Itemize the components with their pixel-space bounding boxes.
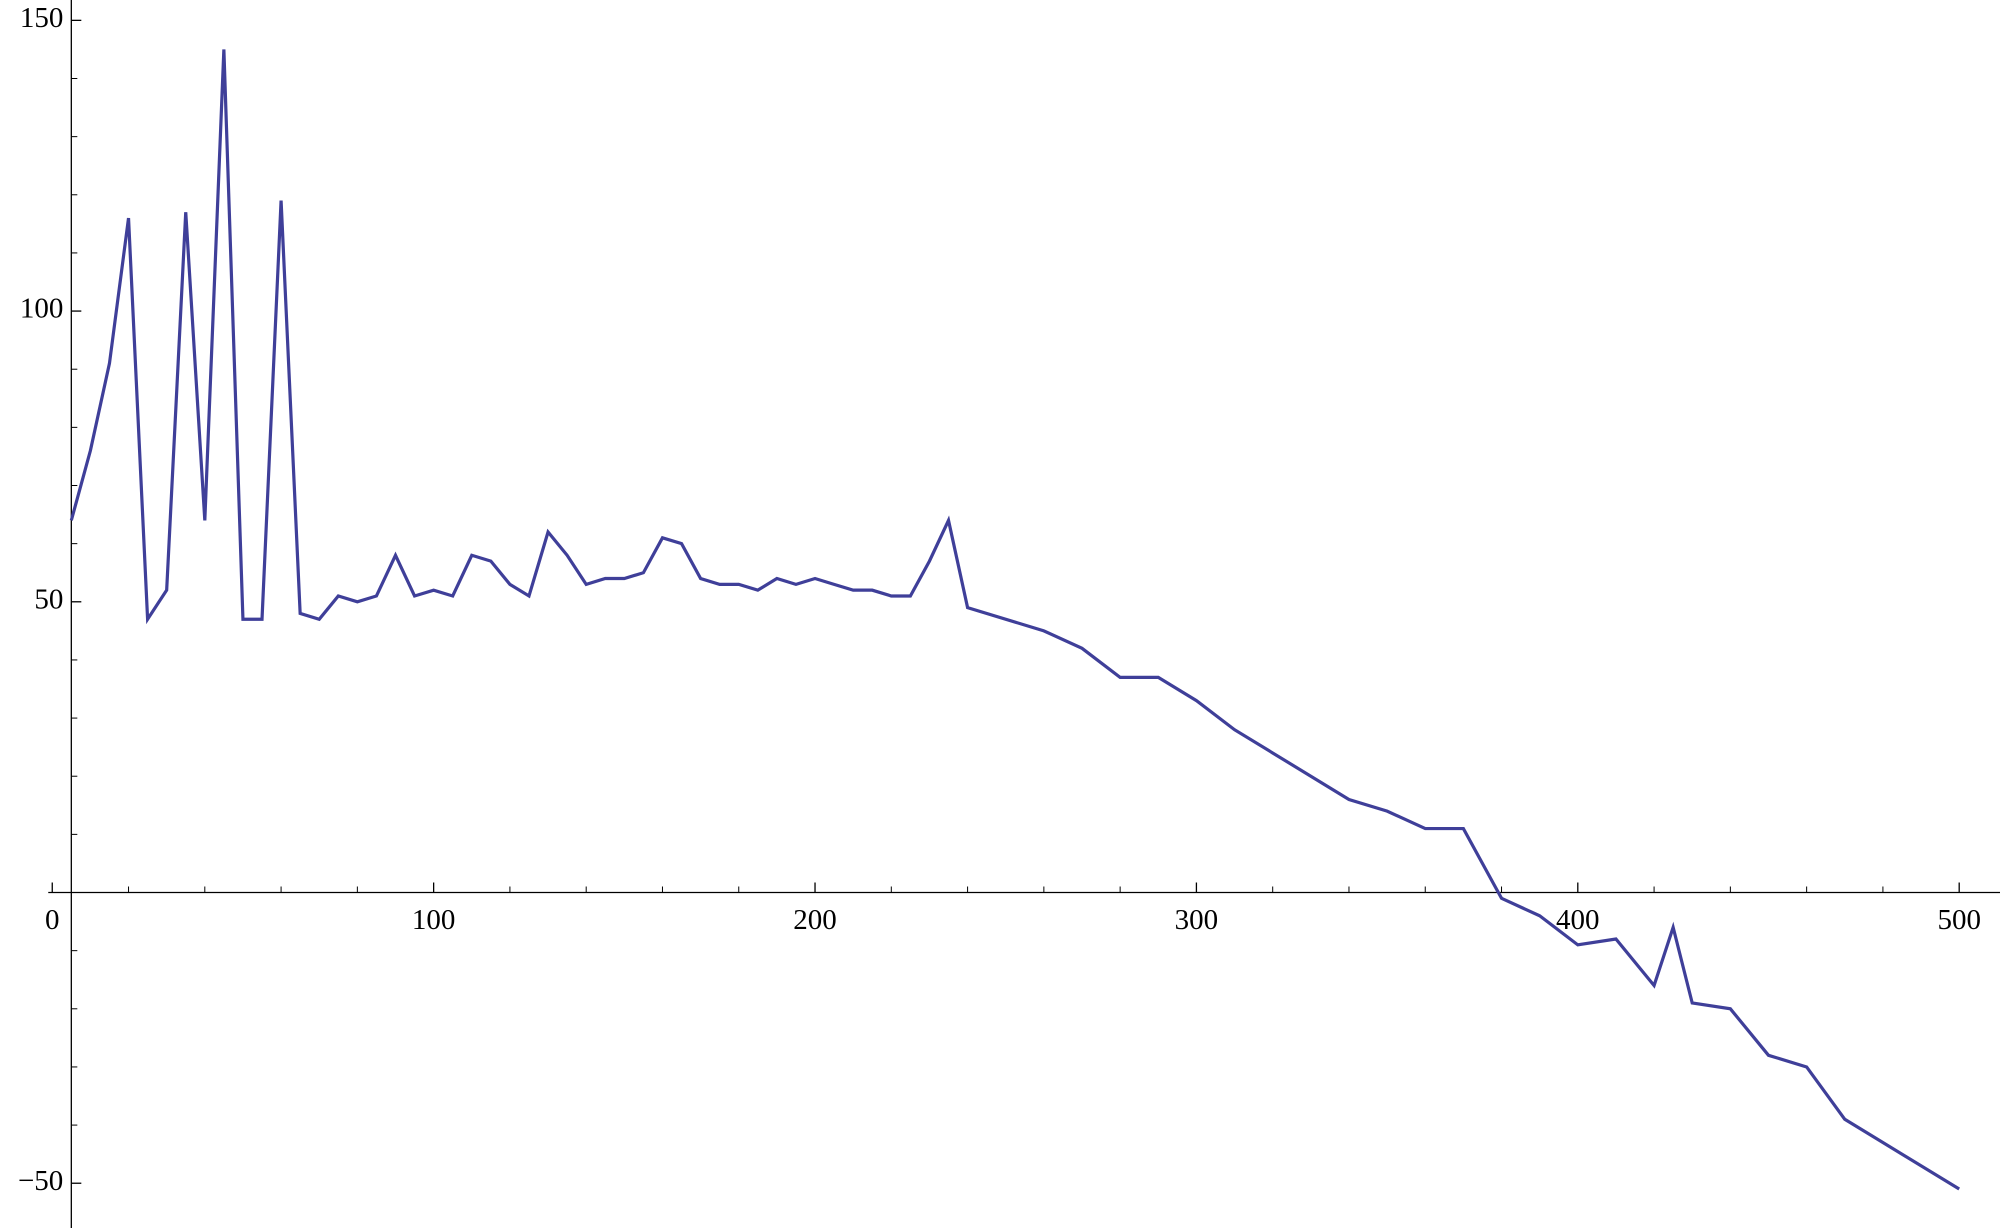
x-tick-label: 400: [1556, 904, 1600, 936]
y-tick-label: 150: [20, 2, 64, 34]
y-tick-label: 100: [20, 293, 64, 325]
y-tick-label: 50: [34, 583, 63, 615]
y-tick-label: −50: [18, 1165, 63, 1197]
x-tick-label: 200: [793, 904, 837, 936]
x-tick-label: 0: [45, 904, 60, 936]
x-tick-label: 300: [1175, 904, 1219, 936]
data-line: [69, 49, 1961, 1191]
x-tick-label: 100: [412, 904, 456, 936]
x-tick-label: 500: [1937, 904, 1981, 936]
